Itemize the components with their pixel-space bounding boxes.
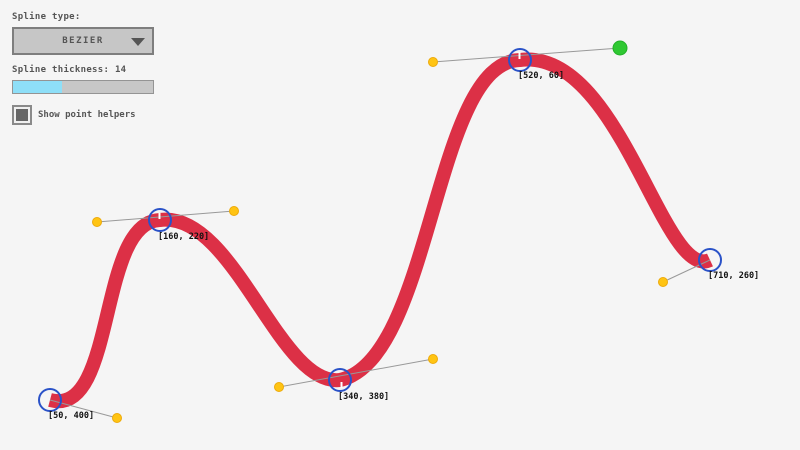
- spline-curve: [48, 52, 713, 409]
- thickness-value: 14: [114, 65, 127, 75]
- handle-line: [432, 47, 621, 63]
- control-panel: Spline type: BEZIER Spline thickness: 14…: [12, 12, 154, 125]
- spline-type-dropdown[interactable]: BEZIER: [12, 27, 154, 55]
- point-coordinate-label: [340, 380]: [338, 392, 389, 402]
- handle-point[interactable]: [428, 57, 438, 67]
- spline-type-value: BEZIER: [62, 36, 104, 46]
- thickness-label-text: Spline thickness:: [12, 65, 110, 75]
- point-coordinate-label: [520, 60]: [518, 71, 564, 81]
- show-point-helpers-checkbox[interactable]: [12, 105, 32, 125]
- anchor-point[interactable]: [148, 208, 172, 232]
- show-point-helpers-label: Show point helpers: [38, 110, 136, 120]
- thickness-slider[interactable]: [12, 80, 154, 94]
- thickness-label: Spline thickness: 14: [12, 65, 154, 75]
- handle-point[interactable]: [658, 277, 668, 287]
- anchor-point[interactable]: [328, 368, 352, 392]
- anchor-point[interactable]: [698, 248, 722, 272]
- thickness-slider-fill: [13, 81, 62, 93]
- point-coordinate-label: [160, 220]: [158, 232, 209, 242]
- handle-line: [278, 358, 434, 388]
- selected-handle-point[interactable]: [612, 40, 628, 56]
- checkbox-checked-mark: [16, 109, 28, 121]
- handle-line: [96, 210, 235, 223]
- chevron-down-icon: [131, 38, 145, 46]
- anchor-point[interactable]: [508, 48, 532, 72]
- handle-point[interactable]: [428, 354, 438, 364]
- point-coordinate-label: [50, 400]: [48, 411, 94, 421]
- anchor-point[interactable]: [38, 388, 62, 412]
- handle-point[interactable]: [92, 217, 102, 227]
- handle-line: [662, 259, 711, 283]
- handle-point[interactable]: [112, 413, 122, 423]
- handle-point[interactable]: [274, 382, 284, 392]
- point-coordinate-label: [710, 260]: [708, 271, 759, 281]
- handle-point[interactable]: [229, 206, 239, 216]
- show-point-helpers-row: Show point helpers: [12, 105, 154, 125]
- spline-type-label: Spline type:: [12, 12, 81, 22]
